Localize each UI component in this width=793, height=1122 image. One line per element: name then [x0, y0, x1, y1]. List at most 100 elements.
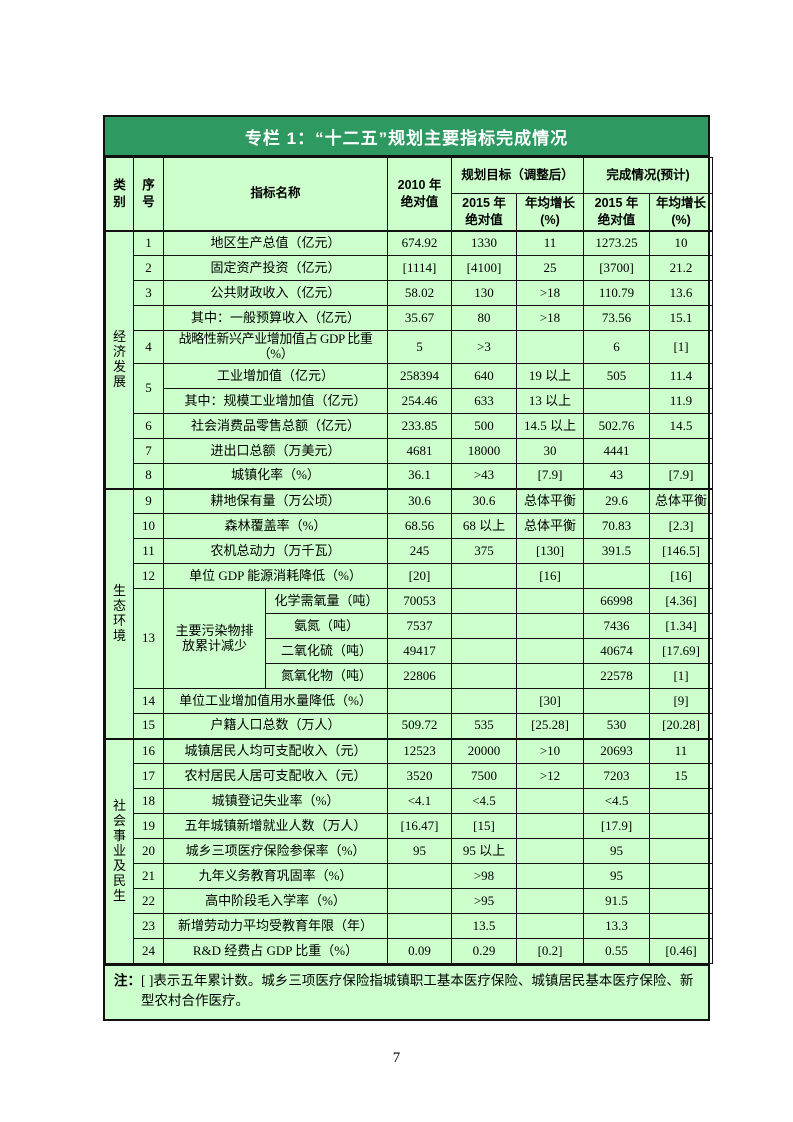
table-cell: [583, 563, 651, 590]
table-cell: 258394: [387, 363, 453, 390]
table-cell: 674.92: [387, 229, 453, 257]
header-plan-group: 规划目标（调整后）: [451, 157, 585, 194]
table-cell: 14.5 以上: [516, 413, 585, 440]
table-cell: [1]: [649, 663, 714, 690]
table-cell: [17.69]: [649, 638, 714, 665]
table-cell: 23: [133, 913, 164, 940]
table-cell: 1330: [451, 229, 518, 257]
table-cell: 0.55: [583, 938, 651, 965]
table-row: 其中：规模工业增加值（亿元） 254.46 633 13 以上 11.9: [106, 388, 714, 415]
table-row: 13 主要污染物排 放累计减少 化学需氧量（吨） 70053 66998 [4.36]: [106, 588, 714, 690]
table-cell: 户籍人口总数（万人）: [162, 713, 389, 740]
table-row: 22 高中阶段毛入学率（%） >95 91.5: [106, 888, 714, 915]
table-row: 12 单位 GDP 能源消耗降低（%） [20] [16] [16]: [106, 563, 714, 590]
table-cell: 633: [451, 388, 518, 415]
table-cell: 公共财政收入（亿元）: [162, 280, 389, 307]
table-cell: 单位 GDP 能源消耗降低（%）: [162, 563, 389, 590]
table-cell: [451, 588, 518, 615]
table-cell: 13.3: [583, 913, 651, 940]
table-row: 17 农村居民人居可支配收入（元） 3520 7500 >12 7203 15: [106, 763, 714, 790]
table-cell: 20693: [583, 737, 651, 765]
table-cell: [0.2]: [516, 938, 585, 965]
table-row: 社 会 事 业 及 民 生 16 城镇居民人均可支配收入（元） 12523 20000 >…: [105, 737, 714, 965]
table-cell: 10: [649, 229, 714, 257]
table-cell: 二氧化硫（吨）: [264, 638, 389, 665]
table-cell: 14: [133, 688, 164, 715]
table-cell: [16]: [649, 563, 714, 590]
table-cell: [451, 663, 518, 690]
table-cell: 14.5: [649, 413, 714, 440]
table-cell: 3520: [387, 763, 453, 790]
header-plan-growth: 年均增长 (%): [516, 192, 585, 232]
table-cell: 40674: [583, 638, 651, 665]
table-cell: [387, 688, 453, 715]
table-cell: R&D 经费占 GDP 比重（%）: [162, 938, 389, 965]
table-cell: 95: [583, 838, 651, 865]
table-cell: 130: [451, 280, 518, 307]
table-cell: [649, 888, 714, 915]
table-cell: 17: [133, 763, 164, 790]
table-cell: >18: [516, 305, 585, 332]
table-cell: 13 以上: [516, 388, 585, 415]
table-row: 10 森林覆盖率（%） 68.56 68 以上 总体平衡 70.83 [2.3]: [106, 513, 714, 540]
table-cell: [516, 863, 585, 890]
table-cell: 535: [451, 713, 518, 740]
table-cell: 经 济 发 展: [105, 229, 134, 490]
table-cell: [17.9]: [583, 813, 651, 840]
table-cell: 29.6: [583, 487, 651, 515]
table-cell: 3: [133, 280, 164, 307]
table-cell: [15]: [451, 813, 518, 840]
table-cell: 30.6: [451, 487, 518, 515]
table-cell: 7500: [451, 763, 518, 790]
table-cell: [649, 438, 714, 465]
table-row: 生 态 环 境 9 耕地保有量（万公顷） 30.6 30.6 总体平衡 29.6 总体平衡: [105, 487, 714, 740]
table-cell: [1114]: [387, 255, 453, 282]
table-cell: >12: [516, 763, 585, 790]
table-cell: 95: [387, 838, 453, 865]
table-cell: [451, 688, 518, 715]
panel-title: 专栏 1：“十二五”规划主要指标完成情况: [105, 117, 708, 157]
table-cell: 19: [133, 813, 164, 840]
table-cell: 战略性新兴产业增加值占 GDP 比重（%）: [162, 330, 389, 365]
table-cell: [516, 330, 585, 365]
table-cell: 20: [133, 838, 164, 865]
table-cell: 502.76: [583, 413, 651, 440]
table-cell: 1: [133, 229, 164, 257]
table-cell: 耕地保有量（万公顷）: [162, 487, 389, 515]
table-cell: [583, 388, 651, 415]
table-cell: [0.46]: [649, 938, 714, 965]
table-cell: 21: [133, 863, 164, 890]
table-cell: 氨氮（吨）: [264, 613, 389, 640]
table-cell: >10: [516, 737, 585, 765]
table-cell: 13.6: [649, 280, 714, 307]
table-cell: [649, 838, 714, 865]
table-cell: 91.5: [583, 888, 651, 915]
table-cell: 4681: [387, 438, 453, 465]
table-cell: <4.5: [583, 788, 651, 815]
table-row: 18 城镇登记失业率（%） <4.1 <4.5 <4.5: [106, 788, 714, 815]
table-cell: [25.28]: [516, 713, 585, 740]
table-row: 24 R&D 经费占 GDP 比重（%） 0.09 0.29 [0.2] 0.55 [0.4…: [106, 938, 714, 965]
table-cell: 8: [133, 463, 164, 490]
table-cell: [516, 638, 585, 665]
table-cell: 农机总动力（万千瓦）: [162, 538, 389, 565]
table-row: 其中：一般预算收入（亿元） 35.67 80 >18 73.56 15.1: [106, 305, 714, 332]
table-cell: 15: [133, 713, 164, 740]
table-cell: 58.02: [387, 280, 453, 307]
table-row: 20 城乡三项医疗保险参保率（%） 95 95 以上 95: [106, 838, 714, 865]
table-cell: 12: [133, 563, 164, 590]
table-cell: 233.85: [387, 413, 453, 440]
table-cell: 13.5: [451, 913, 518, 940]
table-row: 8 城镇化率（%） 36.1 >43 [7.9] 43 [7.9]: [106, 463, 714, 490]
table-cell: <4.5: [451, 788, 518, 815]
table-cell: >43: [451, 463, 518, 490]
table-cell: 11: [133, 538, 164, 565]
table-cell: [2.3]: [649, 513, 714, 540]
table-cell: 森林覆盖率（%）: [162, 513, 389, 540]
table-cell: 22: [133, 888, 164, 915]
table-cell: 6: [133, 413, 164, 440]
table-cell: 7436: [583, 613, 651, 640]
table-cell: 7537: [387, 613, 453, 640]
table-cell: [387, 913, 453, 940]
